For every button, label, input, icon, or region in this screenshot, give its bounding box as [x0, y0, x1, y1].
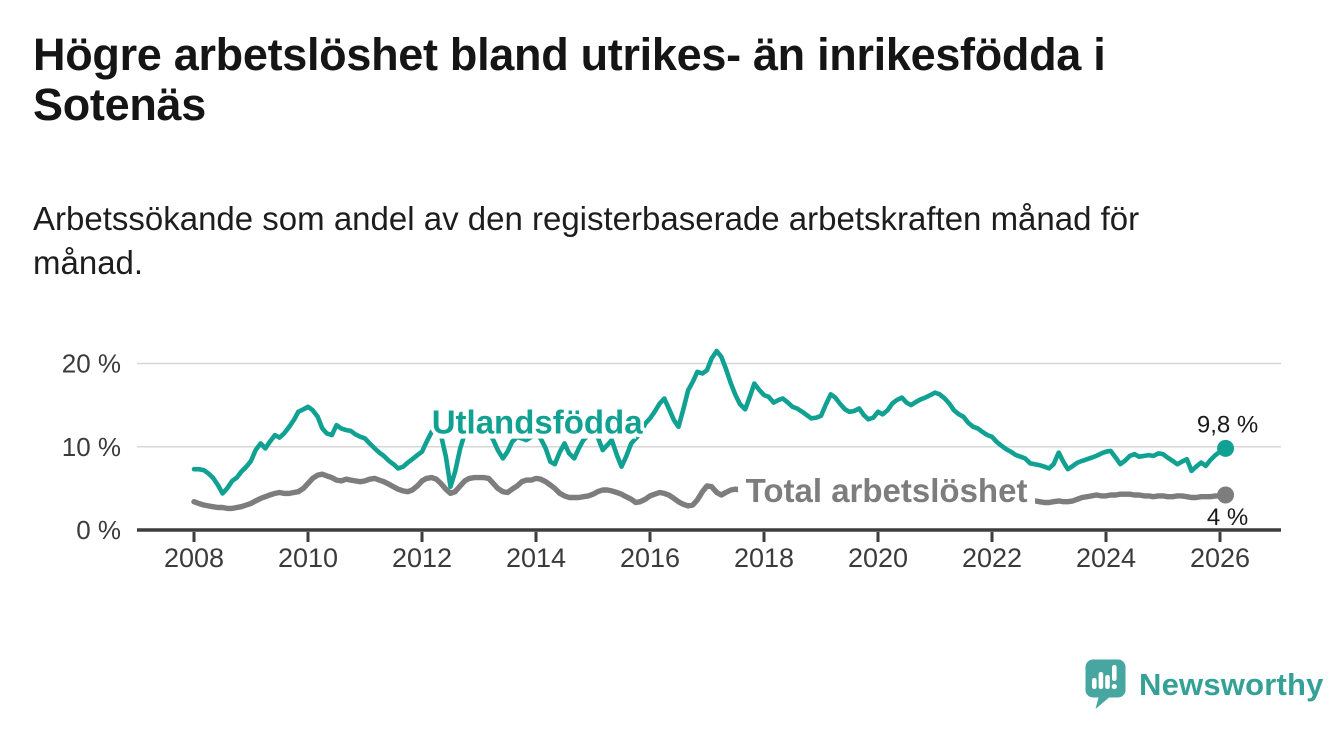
series-line-total	[191, 471, 1228, 512]
x-axis-label: 2026	[1190, 543, 1250, 573]
y-axis-label: 10 %	[62, 432, 121, 462]
series-end-value-utlandsfodda: 9,8 %	[1197, 411, 1258, 438]
x-axis-label: 2024	[1076, 543, 1136, 573]
bar-2	[1098, 672, 1104, 689]
x-axis-label: 2014	[506, 543, 566, 573]
x-axis-label: 2022	[962, 543, 1022, 573]
chart-title: Högre arbetslöshet bland utrikes- än inr…	[33, 29, 1106, 131]
exclamation-dot	[1111, 683, 1117, 690]
chart-subtitle: Arbetssökande som andel av den registerb…	[33, 200, 1140, 281]
x-axis-label: 2016	[620, 543, 680, 573]
series-label-backdrop-utlandsfodda	[438, 409, 637, 439]
newsworthy-logo-text: Newsworthy	[1139, 666, 1324, 702]
exclamation-bar	[1112, 665, 1117, 681]
series-end-dot-total	[1217, 486, 1235, 504]
series-label-utlandsfodda: Utlandsfödda	[432, 404, 643, 441]
series-end-dot-utlandsfodda	[1217, 439, 1235, 457]
y-axis-label: 0 %	[76, 515, 121, 545]
y-axis-label: 20 %	[62, 349, 121, 379]
x-axis-label: 2008	[164, 543, 224, 573]
series-line-utlandsfodda	[191, 348, 1227, 496]
x-axis-label: 2010	[278, 543, 338, 573]
series-label-backdrop-total	[738, 477, 1036, 507]
x-axis-label: 2020	[848, 543, 908, 573]
bar-3	[1105, 675, 1110, 689]
x-axis-label: 2012	[392, 543, 452, 573]
bar-1	[1092, 678, 1097, 689]
newsworthy-logo-icon	[1085, 659, 1126, 709]
series-label-total: Total arbetslöshet	[746, 472, 1028, 509]
series-end-value-total: 4 %	[1207, 504, 1248, 531]
newsworthy-logo: Newsworthy	[1085, 659, 1324, 710]
x-axis-label: 2018	[734, 543, 794, 573]
